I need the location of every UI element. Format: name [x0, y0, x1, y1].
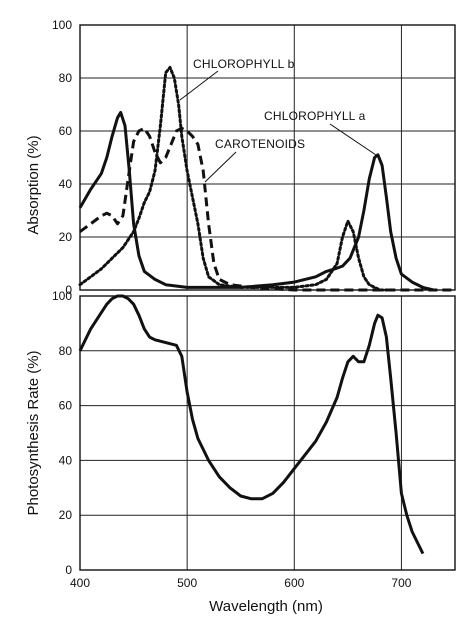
absorption-plot-frame — [79, 24, 456, 291]
absorption-y-tick-label: 40 — [59, 177, 73, 191]
absorption-spectrum-panel: 0 20 40 60 80 100 — [52, 18, 456, 297]
chlorophyll-a-leader-line — [329, 123, 377, 156]
photosynthesis-y-tick-label: 20 — [59, 508, 73, 522]
carotenoids-curve — [79, 126, 455, 292]
photosynthesis-y-tick-label: 60 — [59, 399, 73, 413]
absorption-y-tick-label: 60 — [59, 124, 73, 138]
chlorophyll-a-curve — [78, 110, 434, 292]
x-tick-label: 700 — [391, 576, 411, 590]
carotenoids-leader-line — [204, 151, 237, 183]
chlorophyll-a-label: CHLOROPHYLL a — [264, 109, 366, 123]
chlorophyll-b-leader-line — [179, 70, 219, 101]
photosynthesis-y-tick-label: 0 — [65, 563, 72, 577]
x-tick-label: 400 — [70, 576, 90, 590]
action-spectrum-curve — [78, 294, 425, 555]
carotenoids-label: CAROTENOIDS — [215, 137, 305, 151]
chlorophyll-b-label: CHLOROPHYLL b — [193, 57, 295, 71]
photosynthesis-y-tick-label: 80 — [59, 344, 73, 358]
absorption-y-axis-title: Absorption (%) — [25, 135, 42, 234]
photosynthesis-y-tick-label: 100 — [52, 289, 72, 303]
absorption-y-tick-label: 20 — [59, 230, 73, 244]
photosynthesis-rate-panel: 0 20 40 60 80 100 400 500 600 700 — [52, 289, 456, 590]
photosynthesis-y-tick-label: 40 — [59, 453, 73, 467]
series-annotations: CHLOROPHYLL b CHLOROPHYLL a CAROTENOIDS — [179, 57, 377, 183]
x-tick-label: 500 — [177, 576, 197, 590]
absorption-y-tick-label: 0 — [65, 283, 72, 297]
chlorophyll-b-curve — [78, 65, 393, 292]
photosynthesis-plot-frame — [79, 295, 456, 571]
x-tick-label: 600 — [284, 576, 304, 590]
photosynthesis-y-axis-title: Photosynthesis Rate (%) — [25, 350, 42, 515]
absorption-y-tick-label: 100 — [52, 18, 72, 32]
absorption-y-tick-label: 80 — [59, 71, 73, 85]
x-axis-title: Wavelength (nm) — [209, 598, 323, 615]
